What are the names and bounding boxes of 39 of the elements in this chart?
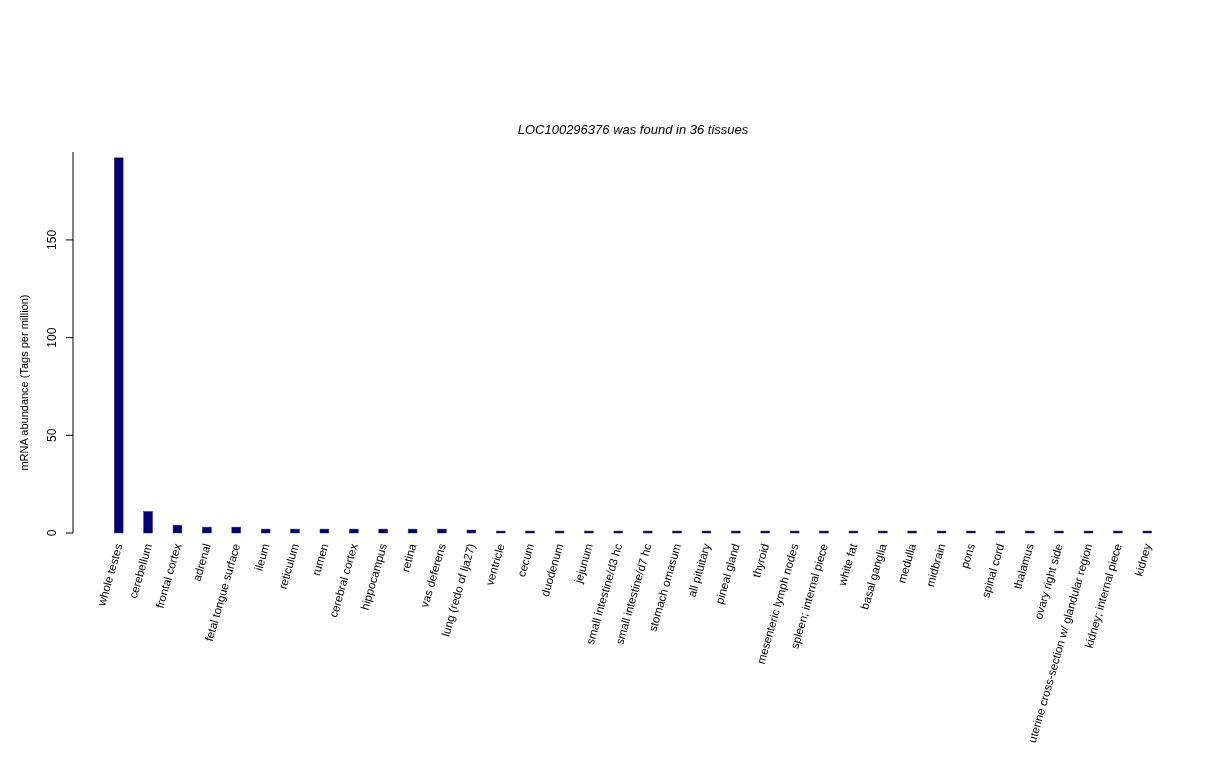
bar bbox=[202, 526, 212, 534]
x-tick-label: medulla bbox=[895, 541, 919, 585]
y-tick-label: 150 bbox=[45, 229, 59, 250]
y-tick-label: 0 bbox=[45, 529, 59, 537]
x-tick-label: ileum bbox=[252, 542, 272, 572]
x-tick-label: thyroid bbox=[750, 542, 772, 579]
bar bbox=[260, 528, 271, 534]
chart-title: LOC100296376 was found in 36 tissues bbox=[517, 122, 749, 137]
y-tick-label: 100 bbox=[45, 327, 59, 348]
x-tick-label: cecum bbox=[515, 542, 537, 579]
x-tick-label: all pituitary bbox=[685, 542, 713, 599]
x-tick-label: ventricle bbox=[483, 542, 507, 587]
x-tick-label: pineal gland bbox=[713, 542, 742, 606]
x-tick-label: pons bbox=[958, 542, 977, 570]
x-tick-label: white fat bbox=[835, 541, 860, 588]
x-tick-label: basal ganglia bbox=[858, 541, 889, 611]
bar bbox=[290, 528, 300, 534]
bar bbox=[349, 528, 359, 534]
bar bbox=[319, 528, 330, 534]
x-tick-label: jejunum bbox=[571, 542, 595, 586]
bar bbox=[466, 529, 477, 534]
x-tick-label: vas deferens bbox=[418, 542, 448, 609]
x-tick-label: midbrain bbox=[923, 542, 948, 588]
y-tick-label: 50 bbox=[45, 428, 59, 442]
bar bbox=[143, 511, 153, 534]
x-tick-label: reticulum bbox=[276, 542, 301, 591]
bar bbox=[407, 528, 418, 534]
x-tick-label: whole testes bbox=[95, 542, 125, 608]
y-axis-title: mRNA abundance (Tags per million) bbox=[18, 294, 30, 471]
x-tick-label: kidney bbox=[1132, 542, 1154, 578]
x-tick-label: frontal cortex bbox=[153, 542, 184, 610]
bar bbox=[231, 526, 241, 534]
bar bbox=[114, 157, 124, 534]
bar bbox=[172, 524, 183, 534]
x-tick-label: adrenal bbox=[190, 542, 213, 583]
bar bbox=[378, 528, 388, 534]
bar bbox=[437, 528, 447, 534]
x-tick-label: retina bbox=[399, 541, 419, 574]
x-tick-label: spinal cord bbox=[979, 542, 1007, 600]
